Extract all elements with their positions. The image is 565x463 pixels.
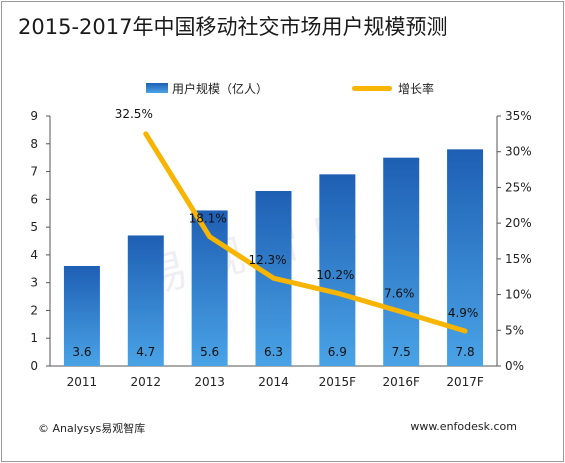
line-value-label: 18.1% (189, 212, 227, 226)
x-tick-label: 2017F (446, 375, 484, 389)
y-right-tick-label: 30% (505, 145, 532, 159)
bar-value-label: 6.3 (264, 345, 283, 359)
legend-item-line: 增长率 (352, 78, 434, 98)
footer-website: www.enfodesk.com (410, 420, 517, 433)
legend-line-swatch (352, 85, 392, 91)
y-right-tick-label: 20% (505, 216, 532, 230)
bar-value-label: 7.8 (456, 345, 475, 359)
legend: 用户规模（亿人） 增长率 (0, 78, 565, 98)
y-left-tick-label: 8 (30, 137, 38, 151)
x-tick-label: 2016F (382, 375, 420, 389)
bar-value-label: 5.6 (200, 345, 219, 359)
bar (63, 266, 100, 366)
legend-line-label: 增长率 (398, 81, 435, 96)
legend-item-bar: 用户规模（亿人） (146, 78, 268, 98)
line-value-label: 10.2% (316, 268, 354, 282)
bar-value-label: 4.7 (136, 345, 155, 359)
line-value-label: 7.6% (384, 287, 415, 301)
x-tick-label: 2011 (67, 375, 98, 389)
y-left-tick-label: 6 (30, 192, 38, 206)
y-left-tick-label: 1 (30, 331, 38, 345)
y-right-tick-label: 25% (505, 180, 532, 194)
legend-bar-label: 用户规模（亿人） (172, 81, 269, 96)
x-tick-label: 2012 (131, 375, 162, 389)
line-value-label: 4.9% (448, 306, 479, 320)
y-left-tick-label: 0 (30, 359, 38, 373)
line-value-label: 12.3% (248, 253, 286, 267)
x-tick-label: 2013 (194, 375, 225, 389)
y-left-tick-label: 2 (30, 303, 38, 317)
y-right-tick-label: 5% (505, 323, 524, 337)
chart-title: 2015-2017年中国移动社交市场用户规模预测 (18, 15, 448, 39)
x-tick-label: 2015F (319, 375, 357, 389)
bar-value-label: 7.5 (392, 345, 411, 359)
footer-copyright: © Analysys易观智库 (38, 422, 146, 435)
line-value-label: 32.5% (115, 107, 153, 121)
y-right-tick-label: 0% (505, 359, 524, 373)
x-tick-label: 2014 (258, 375, 289, 389)
y-right-tick-label: 10% (505, 288, 532, 302)
y-left-tick-label: 3 (30, 276, 38, 290)
growth-line (143, 131, 468, 334)
bar (383, 157, 420, 366)
y-left-tick-label: 7 (30, 165, 38, 179)
y-right-tick-label: 15% (505, 252, 532, 266)
bar (127, 235, 164, 366)
bar-value-label: 3.6 (72, 345, 91, 359)
bar-value-label: 6.9 (328, 345, 347, 359)
legend-bar-swatch (146, 83, 168, 93)
y-right-tick-label: 35% (505, 109, 532, 123)
y-left-tick-label: 5 (30, 220, 38, 234)
y-left-tick-label: 4 (30, 248, 38, 262)
y-left-tick-label: 9 (30, 109, 38, 123)
bar (319, 174, 356, 366)
